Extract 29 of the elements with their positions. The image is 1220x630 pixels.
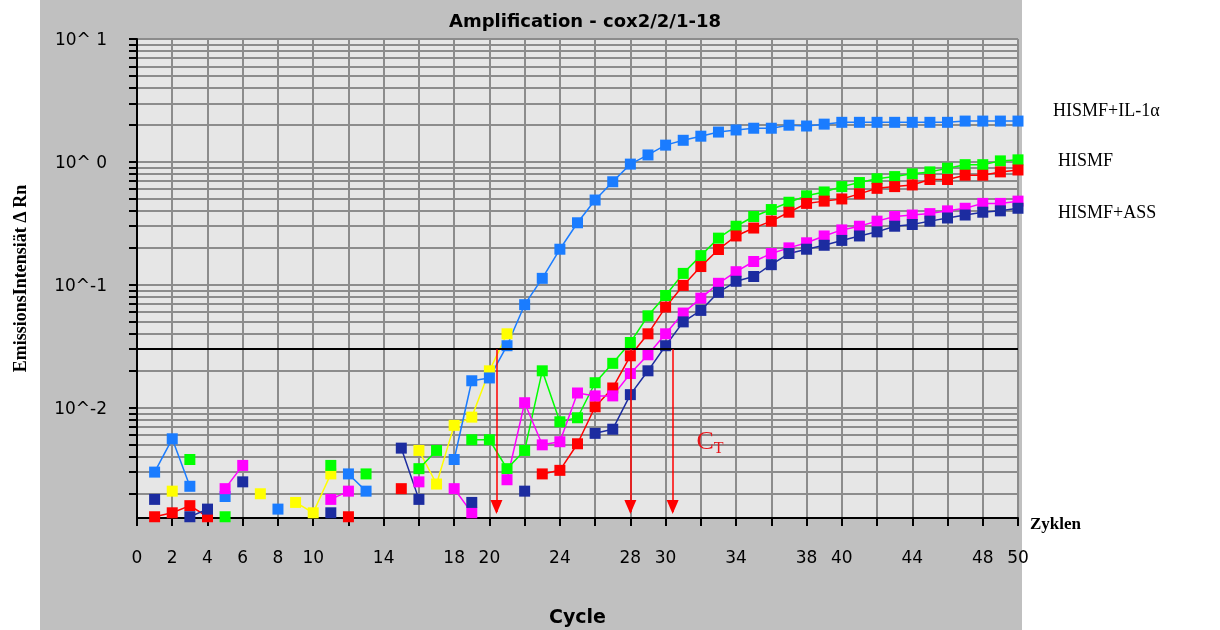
text: HISMF: [1058, 150, 1114, 170]
x-tick-label: 8: [272, 546, 284, 567]
y-tick-label: 10^ 0: [54, 151, 107, 172]
y-axis-title: EmissionsIntensiät Δ Rn: [10, 184, 30, 373]
x-tick-label: 34: [725, 546, 747, 567]
chart-title: Amplification - cox2/2/1-18: [449, 9, 721, 31]
x-tick-label: 6: [237, 546, 249, 567]
x-axis-title: Cycle: [549, 604, 606, 627]
x-tick-label: 20: [478, 546, 501, 567]
x-tick-label: 40: [830, 546, 853, 567]
y-tick-label: 10^-1: [54, 274, 107, 295]
x-tick-label: 30: [654, 546, 677, 567]
x-tick-label: 28: [619, 546, 642, 567]
x-tick-label: 4: [202, 546, 213, 567]
y-tick-label: 10^ 1: [54, 29, 107, 49]
x-tick-label: 48: [971, 546, 994, 567]
x-tick-label: 10: [302, 546, 325, 567]
x-tick-label: 50: [1007, 546, 1029, 567]
x-tick-label: 24: [549, 546, 571, 567]
x-tick-label: 14: [372, 546, 395, 567]
y-tick-label: 10^-2: [54, 397, 107, 418]
x-tick-label: 0: [131, 546, 143, 567]
x-tick-label: 18: [443, 546, 465, 567]
text: HISMF+IL-1α: [1053, 100, 1161, 120]
x-tick-label: 44: [901, 546, 924, 567]
text: Zyklen: [1030, 513, 1082, 533]
text: HISMF+ASS: [1058, 202, 1157, 222]
x-tick-label: 38: [795, 546, 818, 567]
x-tick-label: 2: [166, 546, 178, 567]
